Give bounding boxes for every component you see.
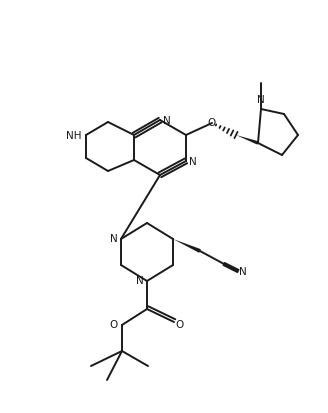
Text: O: O <box>208 118 216 128</box>
Text: N: N <box>110 233 118 243</box>
Polygon shape <box>236 136 258 145</box>
Text: N: N <box>257 95 265 105</box>
Polygon shape <box>173 240 201 253</box>
Text: O: O <box>110 319 118 329</box>
Text: O: O <box>176 319 184 329</box>
Text: N: N <box>136 275 144 285</box>
Text: NH: NH <box>66 131 82 141</box>
Text: N: N <box>239 266 247 276</box>
Text: N: N <box>189 157 197 166</box>
Text: N: N <box>163 116 171 126</box>
